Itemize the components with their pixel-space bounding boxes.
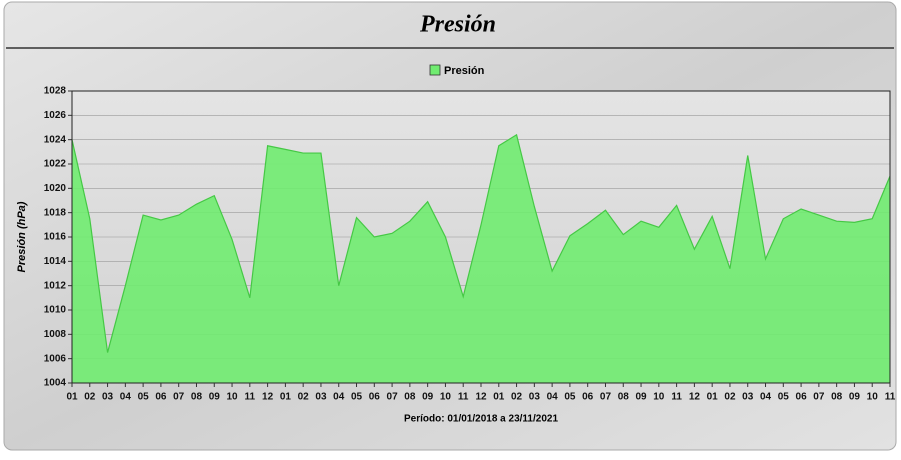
x-tick-label: 06 <box>155 392 167 403</box>
x-tick-label: 02 <box>298 392 310 403</box>
y-tick-label: 1006 <box>44 353 67 364</box>
y-tick-label: 1016 <box>44 232 67 243</box>
x-tick-label: 03 <box>315 392 327 403</box>
y-tick-label: 1022 <box>44 159 67 170</box>
x-tick-label: 12 <box>689 392 701 403</box>
area-fill <box>72 134 890 383</box>
x-tick-label: 05 <box>778 392 790 403</box>
y-tick-label: 1020 <box>44 183 67 194</box>
x-tick-label: 02 <box>511 392 523 403</box>
x-tick-label: 10 <box>440 392 452 403</box>
x-tick-label: 09 <box>635 392 647 403</box>
x-tick-label: 01 <box>493 392 505 403</box>
x-tick-label: 07 <box>387 392 399 403</box>
x-tick-label: 09 <box>849 392 861 403</box>
x-tick-label: 07 <box>173 392 185 403</box>
y-tick-label: 1028 <box>44 86 67 97</box>
x-tick-label: 01 <box>66 392 78 403</box>
x-tick-label: 04 <box>333 392 345 403</box>
y-tick-label: 1026 <box>44 110 67 121</box>
legend-swatch <box>429 64 441 76</box>
area-line <box>71 133 891 353</box>
x-tick-label: 12 <box>475 392 487 403</box>
x-tick-label: 01 <box>707 392 719 403</box>
x-tick-label: 01 <box>280 392 292 403</box>
x-tick-label: 08 <box>618 392 630 403</box>
y-axis-label: Presión (hPa) <box>16 201 28 272</box>
x-tick-label: 05 <box>138 392 150 403</box>
x-tick-label: 11 <box>885 392 896 403</box>
x-tick-label: 10 <box>867 392 879 403</box>
y-tick-label: 1012 <box>44 280 67 291</box>
x-tick-label: 10 <box>653 392 665 403</box>
x-tick-label: 05 <box>564 392 576 403</box>
x-tick-label: 07 <box>600 392 612 403</box>
y-tick-label: 1008 <box>44 329 67 340</box>
x-tick-label: 08 <box>191 392 203 403</box>
y-tick-label: 1018 <box>44 207 67 218</box>
x-tick-label: 02 <box>84 392 96 403</box>
x-tick-label: 08 <box>831 392 843 403</box>
x-tick-label: 03 <box>102 392 114 403</box>
x-tick-label: 12 <box>262 392 274 403</box>
chart-title: Presión <box>419 12 496 38</box>
x-tick-label: 11 <box>458 392 469 403</box>
x-tick-label: 02 <box>724 392 736 403</box>
y-tick-label: 1014 <box>44 256 67 267</box>
x-axis-label: Período: 01/01/2018 a 23/11/2021 <box>404 414 558 425</box>
x-tick-label: 04 <box>120 392 132 403</box>
x-tick-label: 06 <box>796 392 808 403</box>
x-tick-label: 05 <box>351 392 363 403</box>
x-tick-label: 04 <box>547 392 559 403</box>
x-tick-label: 03 <box>742 392 754 403</box>
x-tick-label: 06 <box>369 392 381 403</box>
y-tick-label: 1004 <box>44 378 67 389</box>
x-tick-label: 08 <box>404 392 416 403</box>
x-tick-label: 10 <box>226 392 238 403</box>
x-tick-label: 09 <box>209 392 221 403</box>
y-tick-label: 1010 <box>44 305 67 316</box>
y-tick-label: 1024 <box>44 134 67 145</box>
x-tick-label: 07 <box>813 392 825 403</box>
x-tick-label: 06 <box>582 392 594 403</box>
x-tick-label: 03 <box>529 392 541 403</box>
x-tick-label: 11 <box>245 392 256 403</box>
x-tick-label: 04 <box>760 392 772 403</box>
x-tick-label: 11 <box>671 392 682 403</box>
legend-label: Presión <box>444 65 485 77</box>
x-tick-label: 09 <box>422 392 434 403</box>
